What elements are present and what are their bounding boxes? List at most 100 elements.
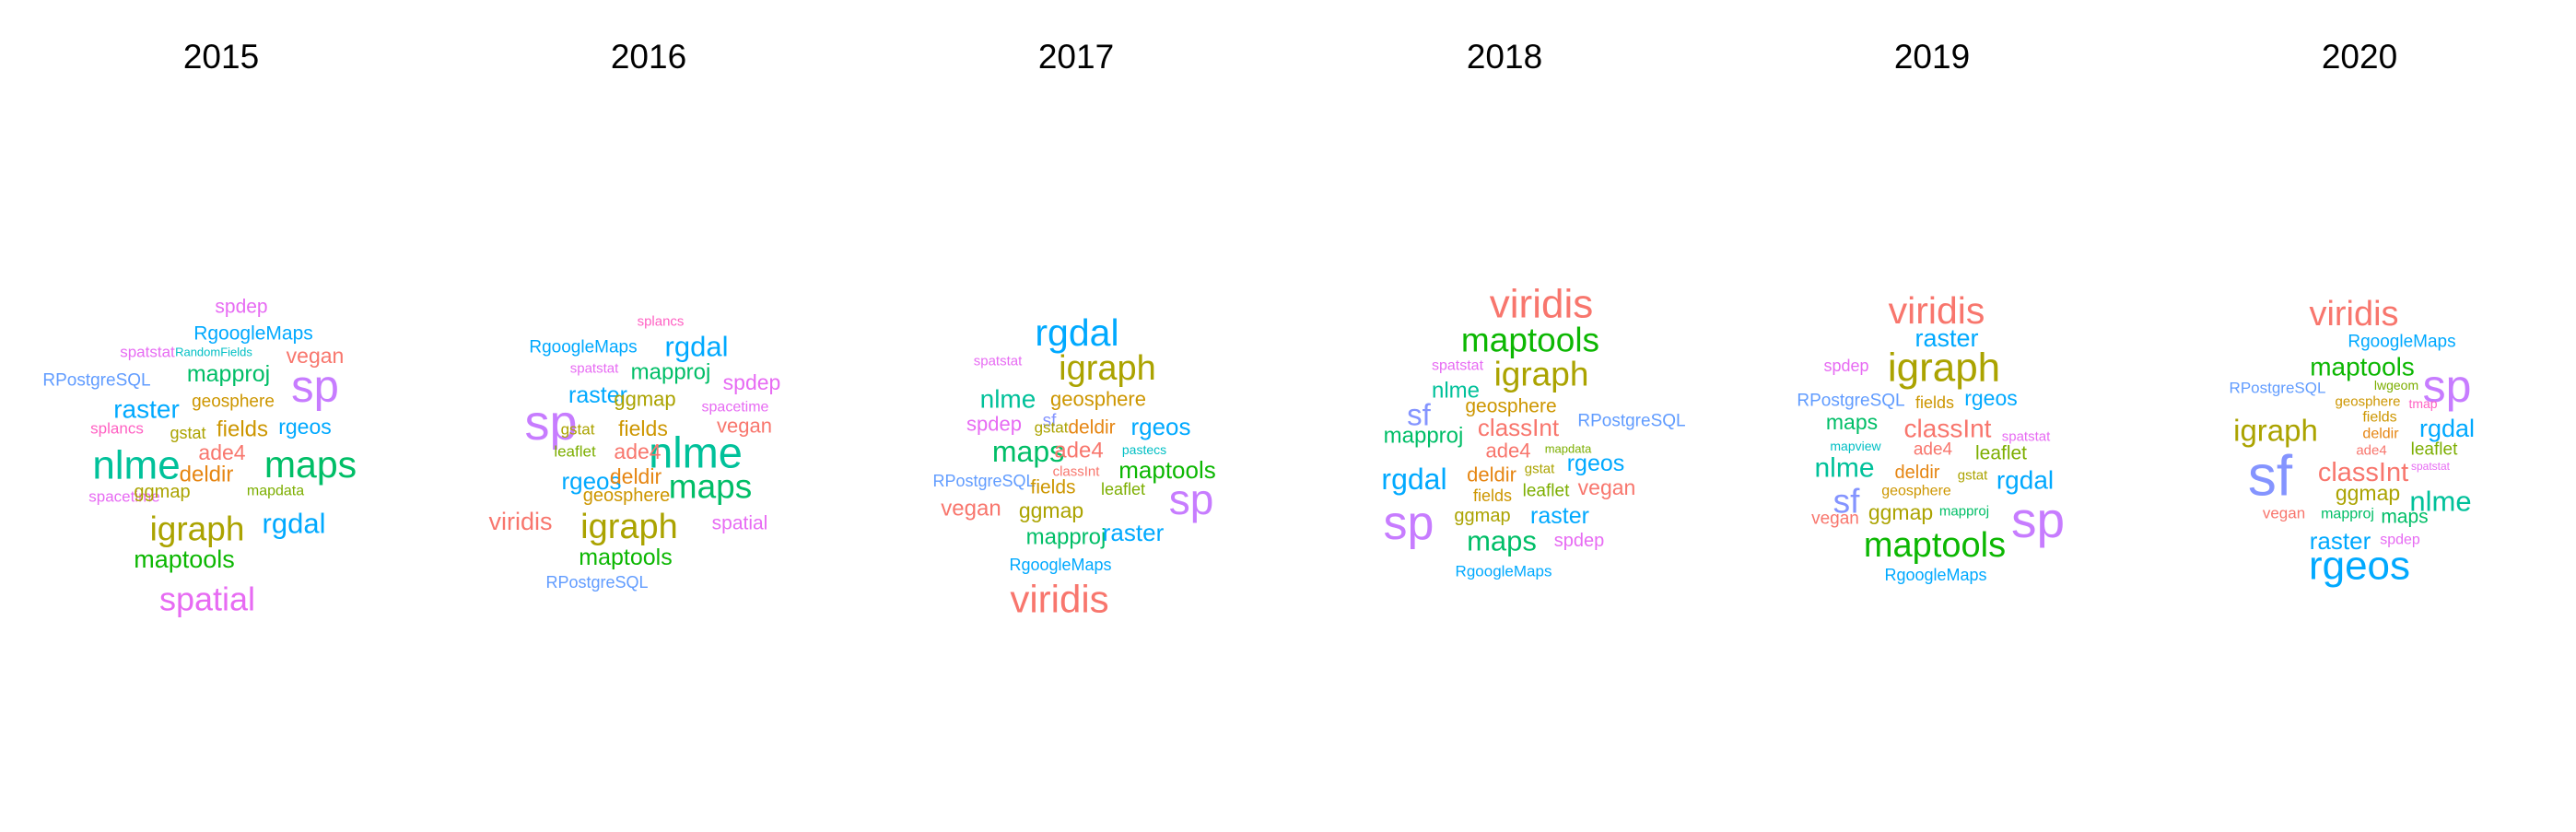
- word-sp: sp: [291, 362, 339, 412]
- word-mapproj: mapproj: [631, 360, 711, 385]
- word-maptools: maptools: [1461, 322, 1599, 359]
- word-classInt: classInt: [1904, 415, 1992, 443]
- word-nlme: nlme: [1814, 453, 1874, 484]
- wordcloud-panel-2015: 2015 spdep RgoogleMaps spatstat RandomFields…: [42, 38, 357, 618]
- word-fields: fields: [217, 417, 268, 442]
- word-gstat: gstat: [561, 421, 595, 439]
- word-raster: raster: [1914, 324, 1978, 352]
- word-fields: fields: [1030, 477, 1075, 498]
- word-raster: raster: [1103, 519, 1165, 546]
- word-nlme: nlme: [92, 443, 180, 488]
- word-mapdata: mapdata: [1545, 442, 1592, 456]
- word-ade4: ade4: [1914, 440, 1953, 460]
- word-raster: raster: [2310, 527, 2371, 555]
- word-maptools: maptools: [1118, 456, 1216, 484]
- word-deldir: deldir: [610, 464, 662, 488]
- word-mapview: mapview: [1830, 439, 1881, 453]
- word-sf: sf: [1043, 412, 1058, 431]
- word-RPostgreSQL: RPostgreSQL: [1577, 412, 1685, 431]
- word-maps: maps: [669, 468, 752, 506]
- word-rgdal: rgdal: [1381, 463, 1446, 496]
- word-sf: sf: [1407, 398, 1432, 432]
- word-spatstat: spatstat: [570, 361, 619, 377]
- panel-title: 2019: [1894, 38, 1970, 76]
- word-classInt: classInt: [1053, 464, 1101, 480]
- word-maptools: maptools: [579, 545, 672, 570]
- word-ggmap: ggmap: [134, 482, 190, 502]
- word-pastecs: pastecs: [1122, 442, 1166, 457]
- word-gstat: gstat: [170, 424, 205, 442]
- word-sp: sp: [1169, 475, 1214, 523]
- word-viridis: viridis: [1010, 578, 1108, 621]
- word-RgoogleMaps: RgoogleMaps: [2348, 333, 2455, 352]
- word-splancs: splancs: [638, 314, 685, 330]
- panel-title: 2020: [2322, 38, 2397, 76]
- word-vegan: vegan: [1811, 510, 1859, 529]
- wordcloud-panel-2020: 2020 viridisRgoogleMapsmaptoolsRPostgreSQ…: [2230, 38, 2475, 589]
- word-sf: sf: [2248, 445, 2293, 509]
- word-sp: sp: [1384, 497, 1434, 550]
- word-raster: raster: [1530, 503, 1589, 529]
- word-geosphere: geosphere: [1050, 388, 1146, 411]
- word-lwgeom: lwgeom: [2374, 378, 2418, 393]
- word-mapproj: mapproj: [1384, 424, 1464, 449]
- word-spdep: spdep: [215, 297, 267, 318]
- word-vegan: vegan: [2263, 505, 2305, 522]
- word-spatstat: spatstat: [2411, 460, 2451, 473]
- word-deldir: deldir: [1895, 463, 1940, 483]
- word-spatstat: spatstat: [1432, 358, 1484, 374]
- word-leaflet: leaflet: [2411, 440, 2458, 460]
- word-leaflet: leaflet: [1523, 482, 1570, 501]
- word-rgdal: rgdal: [1035, 311, 1118, 354]
- word-maps: maps: [264, 443, 357, 486]
- word-nlme: nlme: [980, 385, 1036, 414]
- word-viridis: viridis: [1889, 289, 1985, 332]
- word-ggmap: ggmap: [1868, 500, 1933, 524]
- word-mapproj: mapproj: [2321, 507, 2374, 522]
- word-rgdal: rgdal: [263, 508, 326, 540]
- word-igraph: igraph: [150, 510, 245, 548]
- word-ade4: ade4: [2356, 443, 2386, 459]
- word-raster: raster: [568, 382, 627, 408]
- word-RPostgreSQL: RPostgreSQL: [42, 371, 150, 391]
- word-nlme: nlme: [1432, 379, 1480, 404]
- word-maptools: maptools: [2310, 353, 2415, 381]
- word-classInt: classInt: [2318, 458, 2408, 487]
- word-gstat: gstat: [1525, 462, 1555, 477]
- word-RandomFields: RandomFields: [175, 346, 252, 359]
- word-rgeos: rgeos: [1964, 386, 2018, 410]
- word-viridis: viridis: [488, 508, 552, 535]
- word-ade4: ade4: [1486, 439, 1531, 463]
- word-ggmap: ggmap: [1454, 506, 1510, 526]
- word-rgdal: rgdal: [2419, 415, 2475, 442]
- word-spatial: spatial: [159, 580, 255, 618]
- word-ggmap: ggmap: [2336, 481, 2400, 505]
- word-sf: sf: [1833, 483, 1861, 521]
- word-ade4: ade4: [198, 440, 245, 464]
- word-spdep: spdep: [1823, 357, 1868, 375]
- word-mapproj: mapproj: [1939, 504, 1989, 520]
- word-maptools: maptools: [1864, 526, 2006, 565]
- word-vegan: vegan: [1578, 475, 1636, 499]
- word-RgoogleMaps: RgoogleMaps: [193, 323, 313, 345]
- word-mapproj: mapproj: [187, 361, 270, 387]
- word-vegan: vegan: [941, 497, 1001, 521]
- word-RPostgreSQL: RPostgreSQL: [2230, 380, 2326, 397]
- word-RgoogleMaps: RgoogleMaps: [529, 338, 637, 357]
- word-nlme: nlme: [649, 428, 743, 477]
- word-ggmap: ggmap: [1019, 498, 1083, 522]
- word-fields: fields: [618, 416, 668, 440]
- word-raster: raster: [113, 395, 180, 424]
- word-vegan: vegan: [287, 344, 345, 368]
- word-fields: fields: [1915, 393, 1954, 412]
- word-geosphere: geosphere: [192, 393, 275, 412]
- word-igraph: igraph: [2233, 414, 2318, 448]
- word-RgoogleMaps: RgoogleMaps: [1884, 566, 1986, 584]
- word-spdep: spdep: [723, 370, 781, 394]
- word-nlme: nlme: [2409, 486, 2471, 518]
- word-RPostgreSQL: RPostgreSQL: [1797, 392, 1904, 411]
- word-spatial: spatial: [712, 513, 768, 534]
